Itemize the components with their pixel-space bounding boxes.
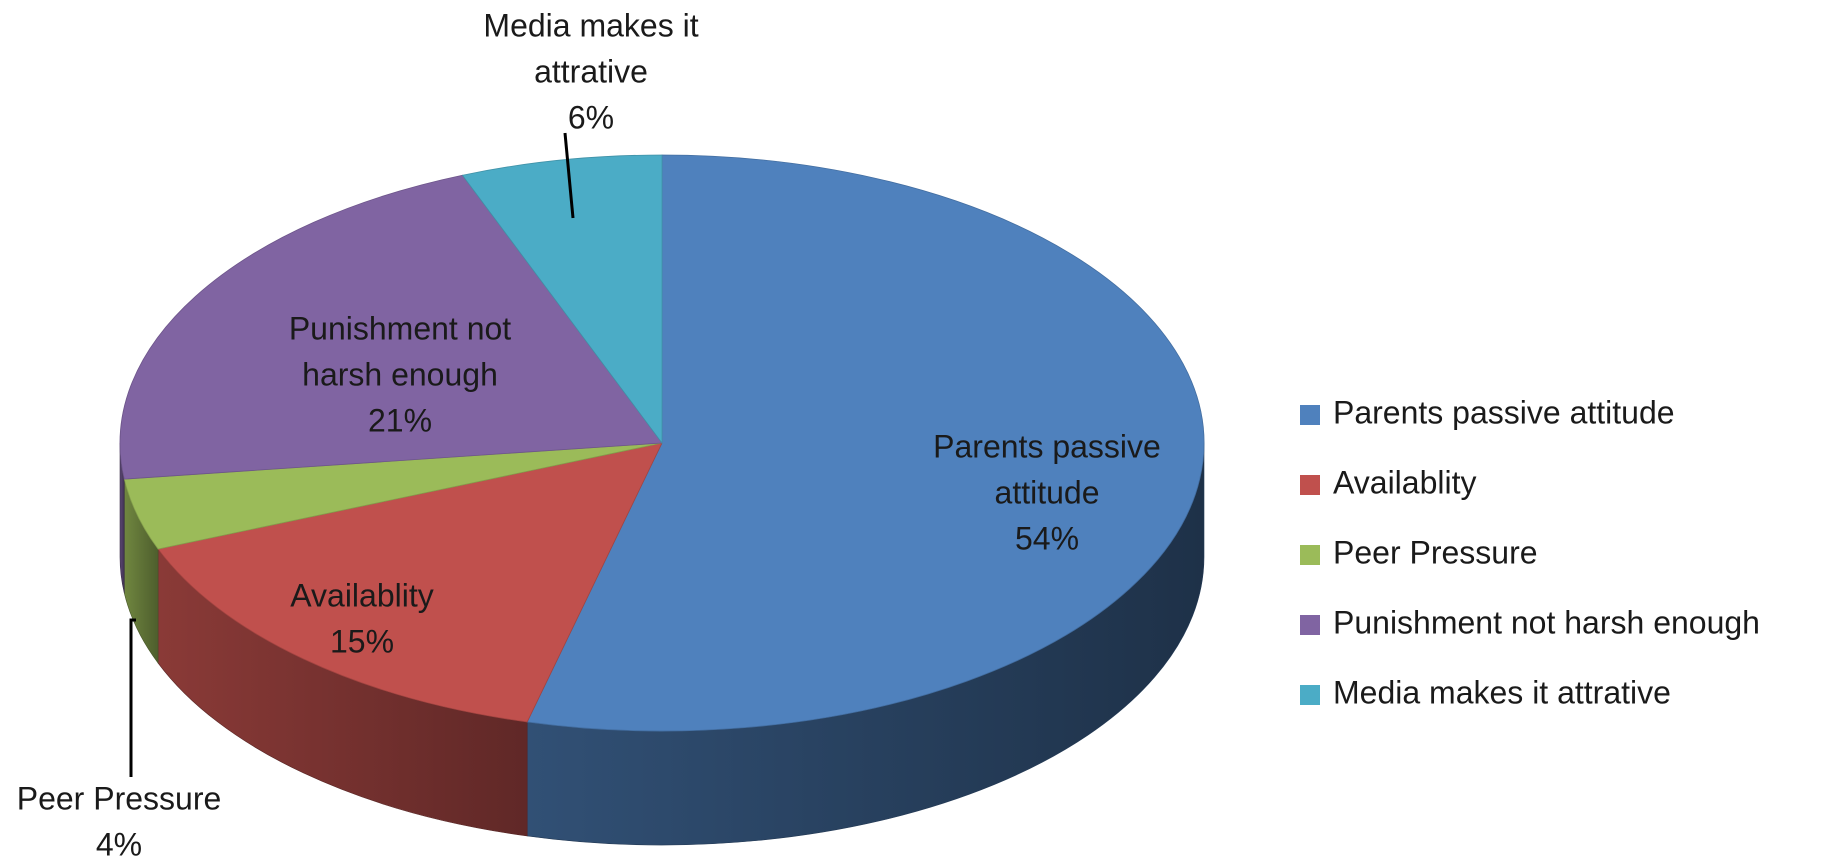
slice-parents-passive-attitude [526, 154, 1205, 732]
data-label-text: harsh enough [302, 356, 498, 392]
data-label-text: Punishment not [289, 310, 511, 346]
legend-item-punishment-not-harsh-enough: Punishment not harsh enough [1300, 604, 1760, 640]
data-label-media-makes-it-attrative: Media makes it attrative 6% [483, 7, 698, 135]
data-labels: Parents passive attitude 54% Availablity 15%… [17, 7, 1161, 862]
pie-sides [119, 442, 1205, 846]
legend-item-peer-pressure: Peer Pressure [1300, 534, 1538, 570]
data-label-percent: 15% [330, 623, 394, 659]
leader-lines [129, 132, 575, 777]
slice-punishment-not-harsh-enough [119, 174, 663, 480]
legend-item-media-makes-it-attrative: Media makes it attrative [1300, 674, 1671, 710]
data-label-availablity: Availablity 15% [290, 577, 433, 659]
legend-label: Media makes it attrative [1333, 674, 1671, 710]
legend-label: Peer Pressure [1333, 534, 1538, 570]
slice-availablity [157, 442, 663, 723]
data-label-text: Peer Pressure [17, 780, 222, 816]
legend: Parents passive attitude Availablity Peer … [1300, 394, 1760, 710]
legend-swatch [1300, 405, 1320, 425]
data-label-parents-passive-attitude: Parents passive attitude 54% [933, 428, 1161, 556]
legend-swatch [1300, 545, 1320, 565]
leader-line-media [563, 132, 575, 219]
slice-media-makes-it-attrative [461, 154, 663, 445]
legend-swatch [1300, 685, 1320, 705]
data-label-text: Media makes it [483, 7, 698, 43]
data-label-peer-pressure: Peer Pressure 4% [17, 780, 222, 862]
legend-item-availablity: Availablity [1300, 464, 1476, 500]
leader-line-peer-pressure [129, 618, 136, 777]
data-label-text: Parents passive [933, 428, 1161, 464]
data-label-percent: 6% [568, 99, 614, 135]
data-label-percent: 21% [368, 402, 432, 438]
data-label-punishment-not-harsh-enough: Punishment not harsh enough 21% [289, 310, 511, 438]
data-label-text: Availablity [290, 577, 433, 613]
data-label-text: attrative [534, 53, 648, 89]
legend-item-parents-passive-attitude: Parents passive attitude [1300, 394, 1675, 430]
legend-swatch [1300, 475, 1320, 495]
data-label-percent: 54% [1015, 520, 1079, 556]
legend-label: Punishment not harsh enough [1333, 604, 1760, 640]
data-label-text: attitude [995, 474, 1100, 510]
pie-slices [119, 154, 1205, 732]
data-label-percent: 4% [96, 826, 142, 862]
legend-swatch [1300, 615, 1320, 635]
legend-label: Parents passive attitude [1333, 394, 1675, 430]
legend-label: Availablity [1333, 464, 1476, 500]
